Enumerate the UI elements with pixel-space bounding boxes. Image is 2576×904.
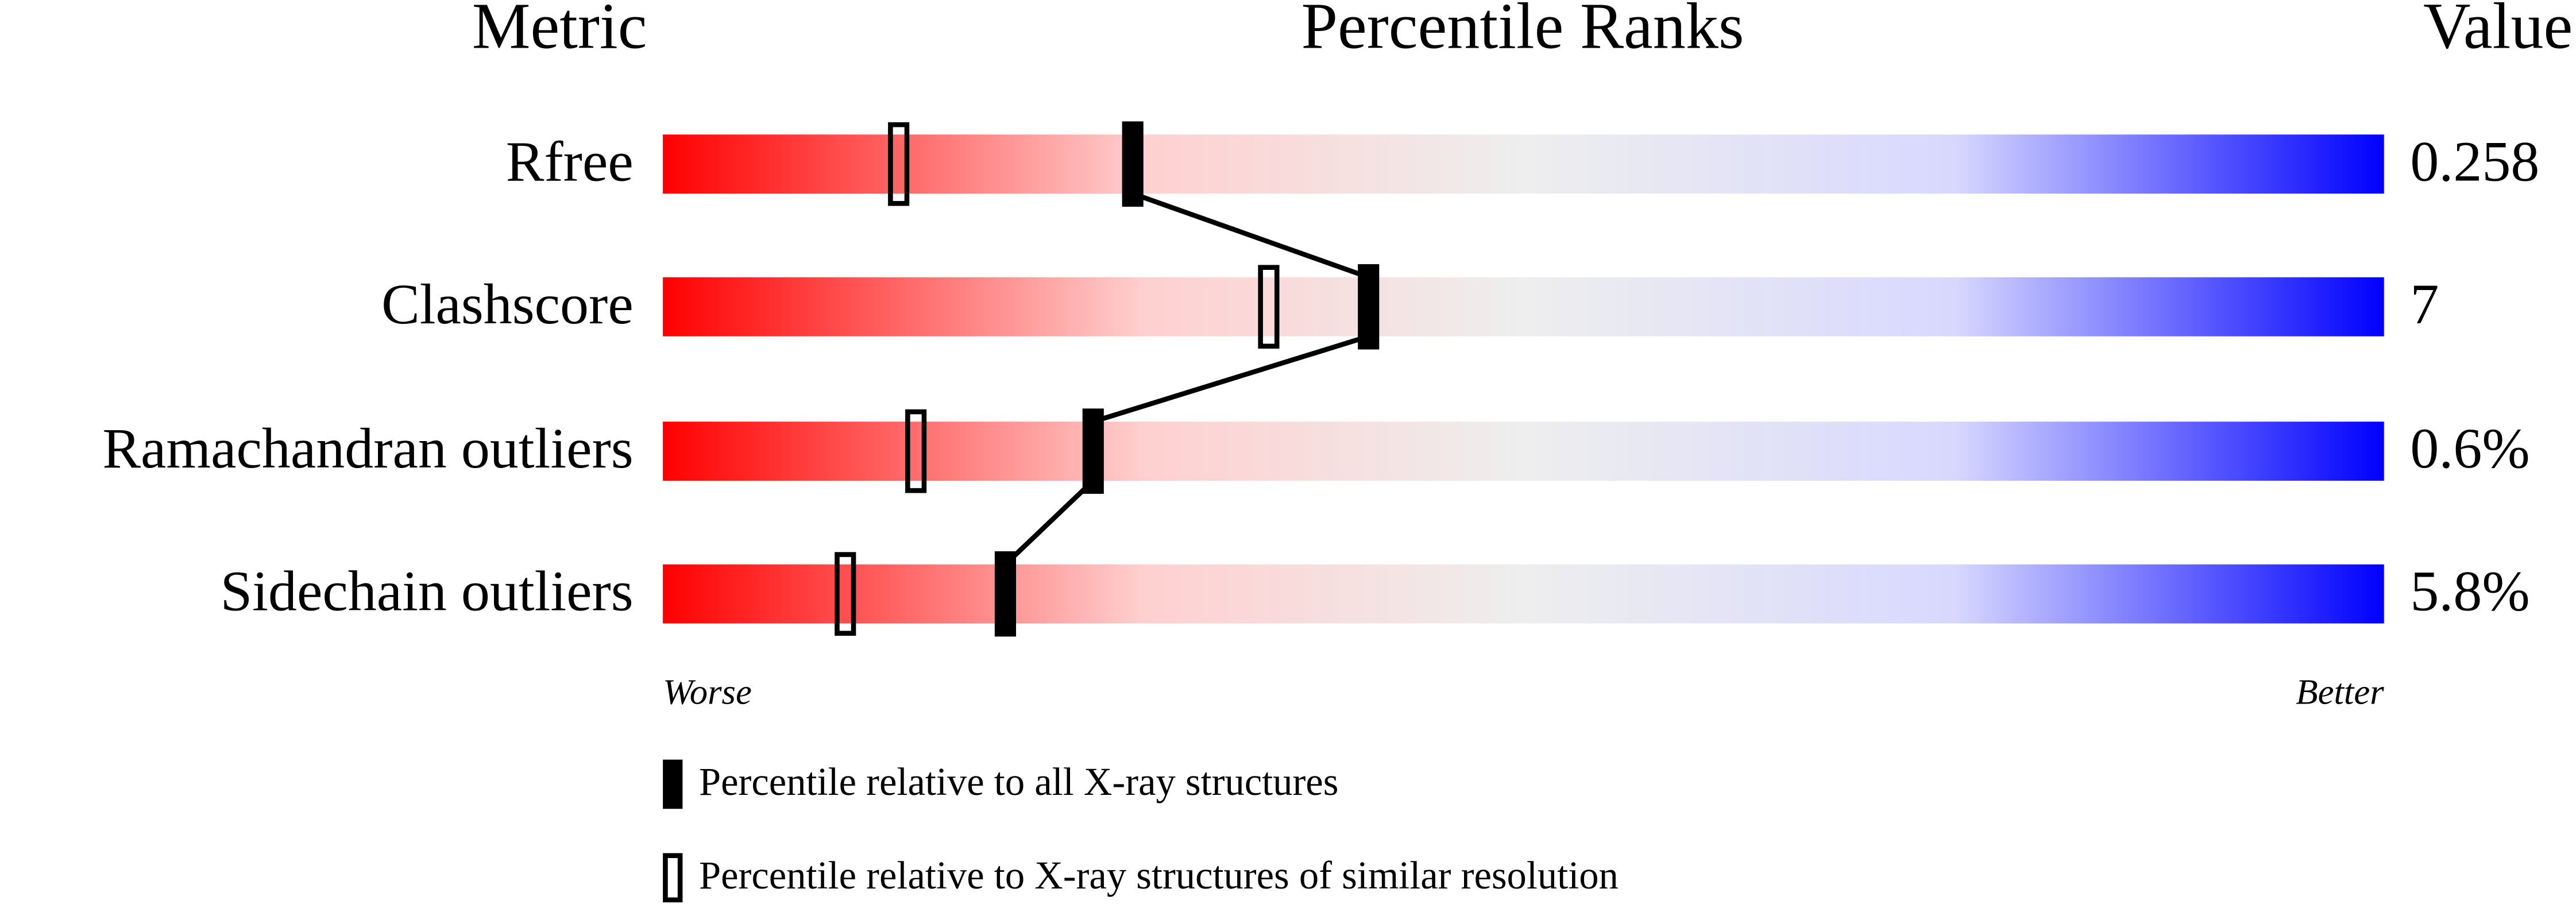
value-header: Value: [2423, 0, 2573, 62]
metric-label: Sidechain outliers: [221, 559, 634, 623]
slider-bar: [663, 277, 2384, 337]
metric-header: Metric: [472, 0, 647, 62]
ranks-header: Percentile Ranks: [1301, 0, 1744, 62]
percentile-marker: [888, 122, 910, 206]
connector-line: [1003, 478, 1095, 566]
legend-swatch: [663, 759, 683, 809]
value-label: 0.6%: [2410, 416, 2529, 480]
percentile-marker: [1082, 408, 1104, 494]
percentile-marker: [1258, 265, 1280, 349]
metric-label: Clashscore: [381, 272, 634, 336]
value-label: 0.258: [2410, 129, 2539, 193]
percentile-marker: [905, 409, 927, 493]
connector-line: [1131, 191, 1370, 280]
connector-line: [1092, 334, 1369, 424]
worse-label: Worse: [663, 672, 752, 712]
value-label: 5.8%: [2410, 559, 2529, 623]
metric-label: Ramachandran outliers: [102, 416, 633, 480]
value-label: 7: [2410, 272, 2439, 336]
slider-bar: [663, 422, 2384, 481]
percentile-marker: [835, 552, 856, 636]
percentile-marker: [1358, 264, 1380, 350]
percentile-marker: [994, 551, 1017, 637]
metric-label: Rfree: [506, 129, 634, 193]
better-label: Better: [2296, 672, 2384, 712]
slider-bar: [663, 564, 2384, 624]
slider-bar: [663, 134, 2384, 194]
percentile-marker: [1122, 121, 1144, 207]
legend-swatch: [663, 853, 683, 903]
legend-label: Percentile relative to all X-ray structu…: [699, 760, 1338, 803]
legend-label: Percentile relative to X-ray structures …: [699, 853, 1619, 897]
